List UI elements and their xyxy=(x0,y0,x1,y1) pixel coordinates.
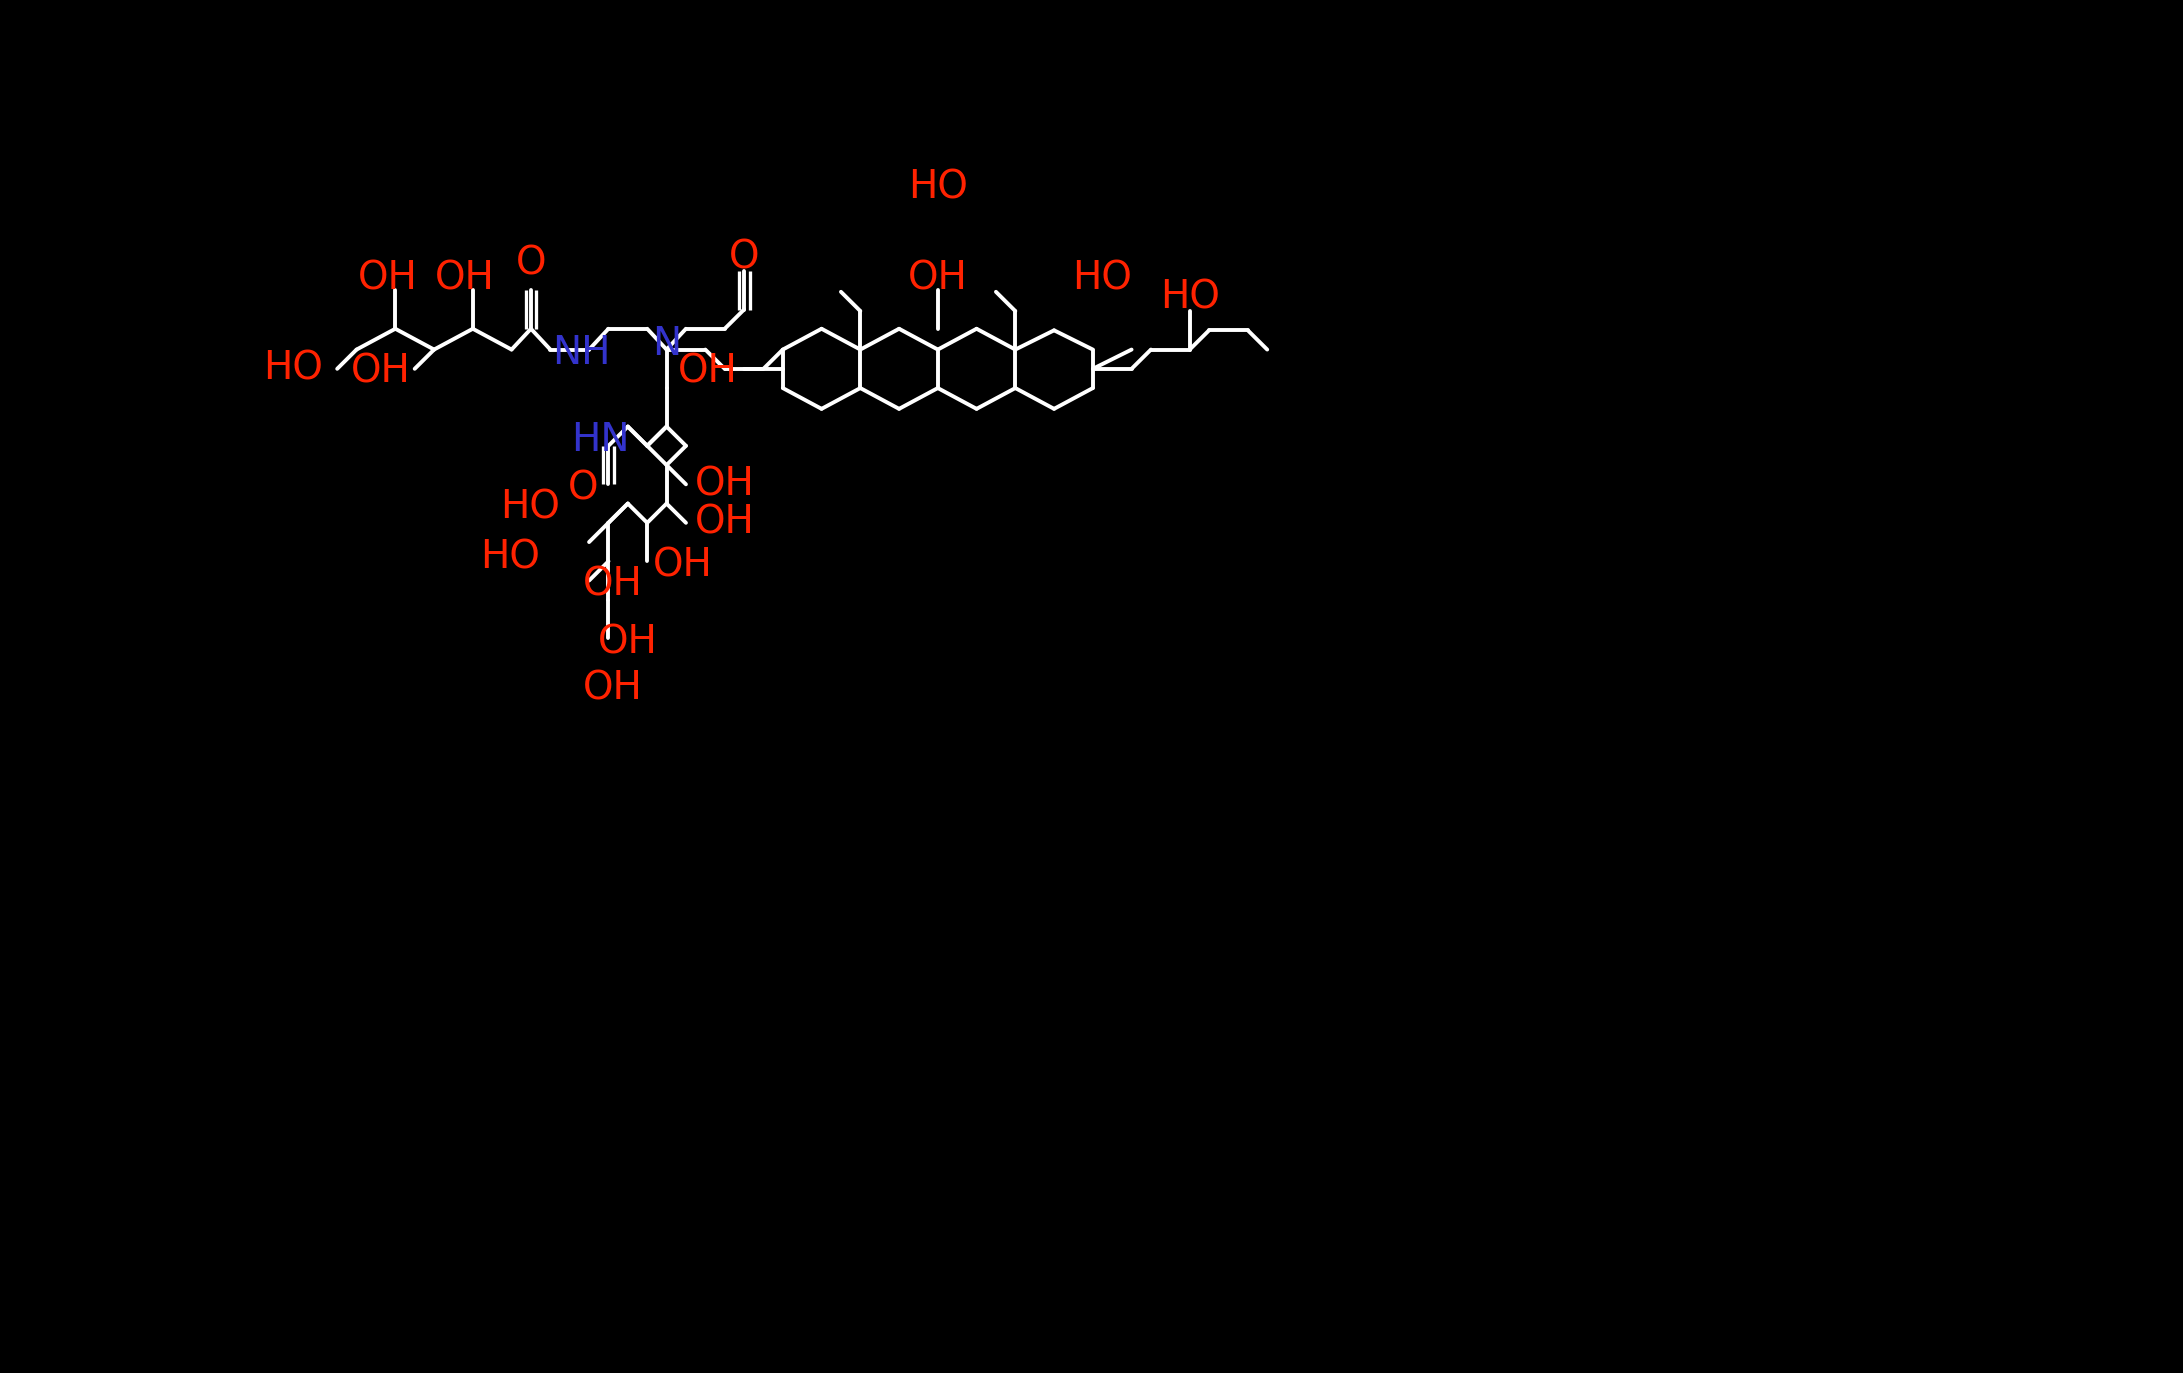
Text: OH: OH xyxy=(694,504,755,542)
Text: OH: OH xyxy=(694,465,755,504)
Text: HO: HO xyxy=(1072,259,1133,298)
Text: OH: OH xyxy=(583,670,642,707)
Text: OH: OH xyxy=(908,259,967,298)
Text: HO: HO xyxy=(1159,279,1220,316)
Text: O: O xyxy=(568,470,598,507)
Text: OH: OH xyxy=(653,546,712,584)
Text: HO: HO xyxy=(480,538,539,577)
Text: HO: HO xyxy=(500,489,559,526)
Text: NH: NH xyxy=(552,335,611,372)
Text: OH: OH xyxy=(679,351,738,390)
Text: OH: OH xyxy=(434,259,496,298)
Text: N: N xyxy=(653,325,681,364)
Text: HO: HO xyxy=(908,169,967,207)
Text: OH: OH xyxy=(598,623,659,662)
Text: HO: HO xyxy=(264,350,323,387)
Text: OH: OH xyxy=(358,259,417,298)
Text: OH: OH xyxy=(351,351,410,390)
Text: O: O xyxy=(515,244,546,283)
Text: OH: OH xyxy=(583,566,642,603)
Text: O: O xyxy=(729,238,760,276)
Text: HN: HN xyxy=(572,422,629,460)
